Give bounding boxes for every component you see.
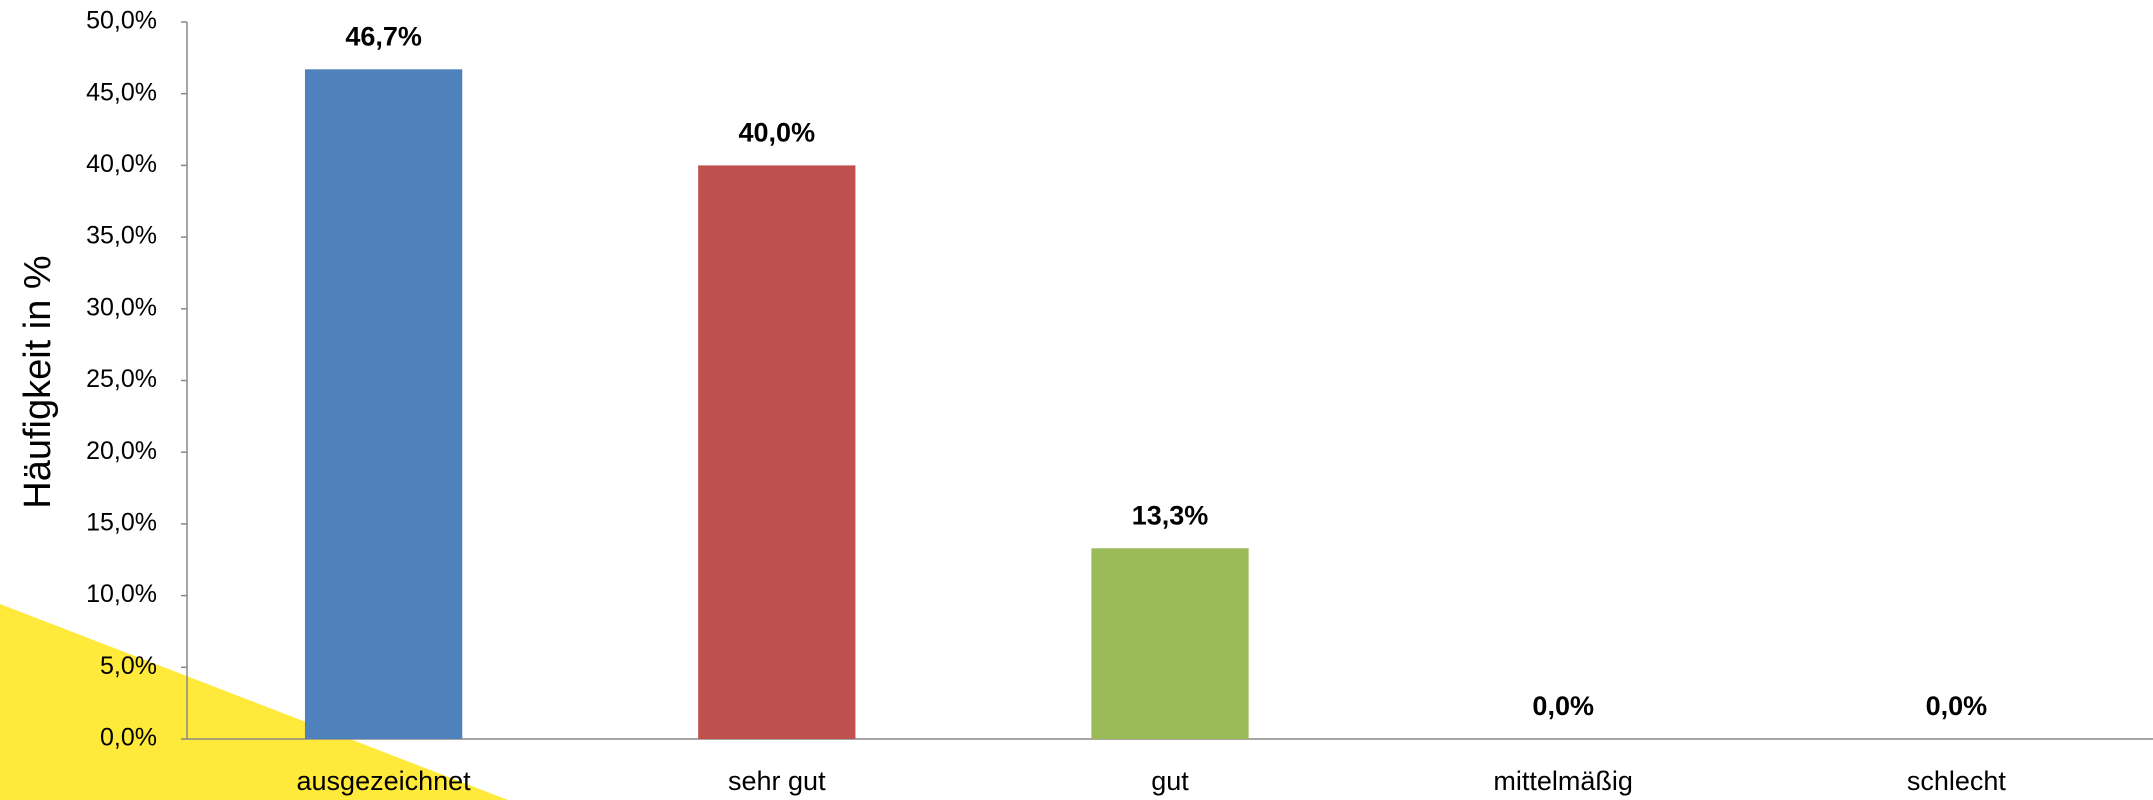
- x-tick-label: schlecht: [1907, 766, 2007, 796]
- y-tick-label: 15,0%: [86, 509, 157, 537]
- bar: [698, 165, 856, 739]
- y-tick-label: 0,0%: [100, 724, 157, 752]
- y-tick-label: 45,0%: [86, 78, 157, 106]
- value-label: 40,0%: [739, 118, 816, 148]
- y-tick-label: 10,0%: [86, 580, 157, 608]
- y-tick-label: 35,0%: [86, 222, 157, 250]
- y-tick-label: 25,0%: [86, 365, 157, 393]
- y-axis-title: Häufigkeit in %: [17, 255, 59, 508]
- value-label: 0,0%: [1926, 691, 1988, 721]
- x-tick-label: ausgezeichnet: [297, 766, 472, 796]
- x-tick-label: mittelmäßig: [1493, 766, 1633, 796]
- highlight-overlay: [0, 604, 508, 800]
- y-tick-label: 5,0%: [100, 652, 157, 680]
- x-tick-label: gut: [1151, 766, 1189, 796]
- value-label: 13,3%: [1132, 500, 1209, 530]
- y-tick-label: 50,0%: [86, 7, 157, 35]
- y-tick-label: 20,0%: [86, 437, 157, 465]
- value-label: 0,0%: [1532, 691, 1594, 721]
- x-tick-label: sehr gut: [728, 766, 826, 796]
- y-tick-label: 30,0%: [86, 293, 157, 321]
- value-label: 46,7%: [345, 21, 422, 51]
- bar: [1091, 548, 1249, 739]
- y-tick-label: 40,0%: [86, 150, 157, 178]
- bar: [304, 69, 463, 739]
